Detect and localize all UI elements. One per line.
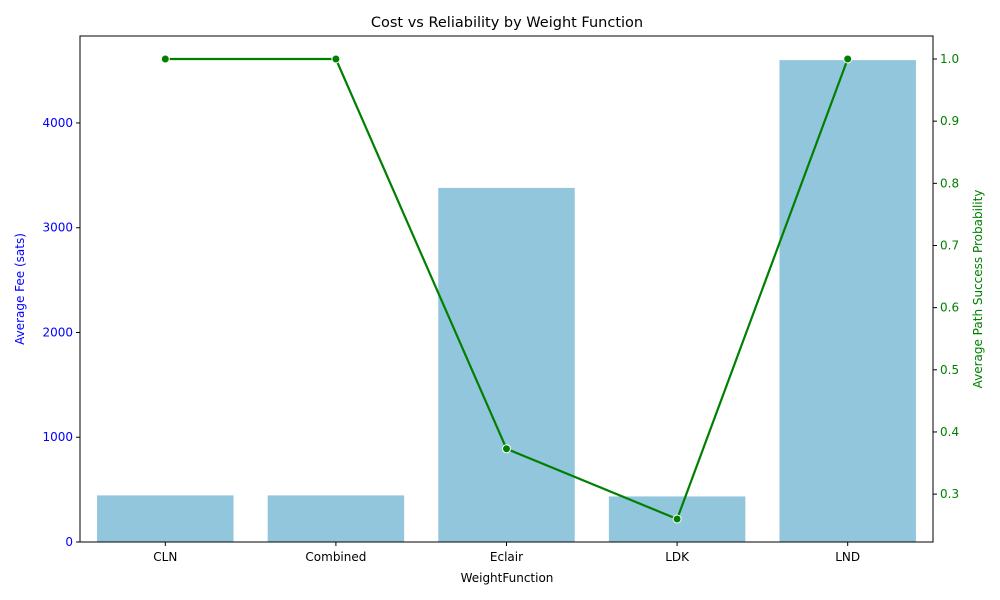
y-axis-left: 0 1000 2000 3000 4000 [42,116,80,549]
x-tick-label: LDK [665,550,690,564]
x-axis-title: WeightFunction [461,571,554,585]
y-right-tick-label: 0.7 [940,238,959,252]
y-right-tick-label: 0.9 [940,114,959,128]
point-eclair [502,444,511,454]
y-axis-right-title: Average Path Success Probability [971,190,985,389]
bar-eclair [438,187,575,542]
chart-title: Cost vs Reliability by Weight Function [371,15,643,31]
bar-combined [267,495,405,542]
x-tick-label: LND [835,550,860,564]
y-left-tick-label: 3000 [42,221,73,235]
y-right-tick-label: 1.0 [940,52,959,66]
point-combined [331,54,341,64]
y-right-tick-label: 0.5 [940,363,959,377]
x-tick-label: Eclair [490,550,523,564]
point-cln [160,54,170,64]
x-tick-label: Combined [305,550,366,564]
bar-cln [97,495,234,542]
y-left-tick-label: 2000 [42,325,73,339]
point-ldk [672,514,682,524]
y-axis-right: 0.3 0.4 0.5 0.6 0.7 0.8 0.9 1.0 [933,52,959,501]
y-left-tick-label: 4000 [42,116,73,130]
y-axis-left-title: Average Fee (sats) [13,233,27,345]
y-left-tick-label: 1000 [42,430,73,444]
point-lnd [843,54,853,64]
line-layer [160,54,853,524]
y-left-tick-label: 0 [65,535,73,549]
y-right-tick-label: 0.8 [940,176,959,190]
y-right-tick-label: 0.3 [940,487,959,501]
y-right-tick-label: 0.6 [940,301,959,315]
y-right-tick-label: 0.4 [940,425,959,439]
x-tick-label: CLN [153,550,177,564]
bar-lnd [779,60,916,542]
x-axis: CLN Combined Eclair LDK LND [153,542,860,564]
